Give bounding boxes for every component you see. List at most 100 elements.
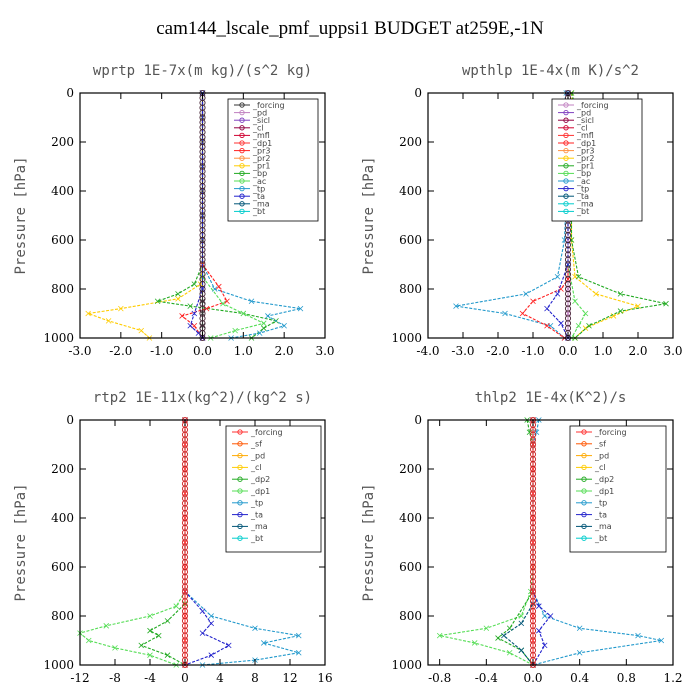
legend-label: _pr1 (576, 162, 594, 171)
series-marker (575, 273, 582, 280)
series-line-bp (157, 93, 278, 339)
x-tick-label: -8 (109, 671, 121, 685)
x-tick-label: 2.0 (275, 344, 294, 358)
series-marker (85, 637, 92, 644)
legend-label: _ta (250, 510, 263, 519)
legend-label: _pd (252, 108, 267, 117)
legend-label: _cl (576, 124, 588, 133)
series-marker (518, 620, 525, 627)
series-marker (519, 310, 526, 317)
y-tick-label: 200 (51, 135, 74, 149)
series-marker (483, 625, 490, 632)
legend: _forcing _sf _pd _cl _dp2 _dp1 _tp _ta _ma _bt (225, 425, 322, 553)
series-marker (248, 298, 255, 305)
legend-marker (237, 535, 243, 541)
series-line-tp (532, 419, 662, 666)
legend-marker (239, 163, 245, 169)
legend-marker (563, 163, 569, 169)
legend-marker (581, 535, 587, 541)
plot-frame (427, 419, 674, 666)
series-marker (187, 322, 194, 329)
legend-label: _forcing (250, 428, 283, 437)
x-tick-label: 2.0 (628, 344, 647, 358)
series-marker (506, 649, 513, 656)
series-marker (179, 313, 185, 319)
legend-label: _ma (576, 200, 594, 209)
series-marker (208, 652, 215, 658)
series-marker (471, 640, 478, 646)
legend-label: _mfl (576, 131, 594, 140)
series-marker (533, 429, 540, 436)
series-marker (138, 642, 145, 649)
x-tick-label: -1.0 (150, 344, 173, 358)
plot-panel-3: rtp2 1E-11x(kg^2)/(kg^2 s) Pressure [hPa]… (13, 390, 333, 685)
series-marker (547, 613, 554, 619)
series-marker (541, 613, 548, 619)
legend-marker (239, 208, 245, 215)
series-marker (147, 627, 153, 634)
legend-marker (237, 429, 243, 435)
y-tick-label: 800 (51, 282, 74, 296)
series-marker (536, 603, 542, 609)
y-tick-label: 600 (399, 233, 422, 247)
series-marker (617, 291, 624, 297)
legend-label: _pr3 (252, 146, 270, 155)
series-marker (576, 625, 583, 632)
figure-title: cam144_lscale_pmf_uppsi1 BUDGET at259E,-… (156, 18, 544, 39)
legend-marker (581, 429, 587, 435)
legend-label: _ma (250, 522, 268, 531)
series-marker (575, 322, 582, 329)
y-tick-label: 400 (51, 184, 74, 198)
legend-marker (563, 170, 569, 177)
x-tick-label: 8 (251, 671, 259, 685)
x-tick-label: -3.0 (451, 344, 474, 358)
series-marker (536, 627, 542, 634)
legend-label: _dp2 (250, 475, 270, 484)
legend-marker (563, 201, 569, 207)
series-marker (453, 303, 459, 309)
x-tick-label: -2.0 (486, 344, 509, 358)
x-tick-label: -0.4 (475, 671, 499, 685)
series-marker (576, 649, 583, 656)
legend-marker (581, 464, 587, 471)
legend-marker (237, 488, 243, 494)
series-marker (225, 642, 232, 649)
series-line-dp2 (139, 420, 186, 666)
legend-marker (239, 109, 245, 116)
series-line-pr3 (180, 93, 228, 339)
x-tick-label: 0.4 (570, 671, 589, 685)
legend-marker (239, 132, 245, 139)
legend-marker (239, 170, 245, 177)
series-marker (164, 618, 171, 624)
legend-marker (239, 185, 245, 192)
series-marker (173, 603, 180, 609)
series-marker (118, 305, 124, 312)
legend-label: _pr2 (576, 154, 594, 163)
legend-marker (563, 185, 569, 192)
y-tick-label: 400 (51, 511, 74, 525)
legend-label: _cl (252, 124, 264, 133)
series-marker (582, 310, 589, 317)
series-marker (224, 298, 230, 305)
x-tick-label: 3.0 (315, 344, 334, 358)
legend-label: _cl (250, 463, 262, 472)
legend-label: _mfl (252, 131, 270, 140)
legend-marker (563, 193, 569, 199)
series-marker (232, 327, 238, 334)
legend-label: _bt (252, 207, 265, 216)
legend-marker (239, 178, 245, 184)
legend-marker (581, 500, 587, 506)
series-marker (544, 305, 550, 312)
series-marker (530, 298, 536, 305)
legend-marker (239, 102, 245, 108)
series-marker (635, 632, 641, 639)
legend-label: _ta (252, 192, 265, 201)
legend-marker (563, 155, 569, 161)
legend-box (569, 425, 667, 553)
y-tick-label: 0 (414, 86, 422, 100)
plot-frame (79, 419, 326, 666)
series-line-ta (189, 93, 204, 339)
series-line-ta (546, 93, 569, 339)
y-tick-label: 800 (51, 609, 74, 623)
